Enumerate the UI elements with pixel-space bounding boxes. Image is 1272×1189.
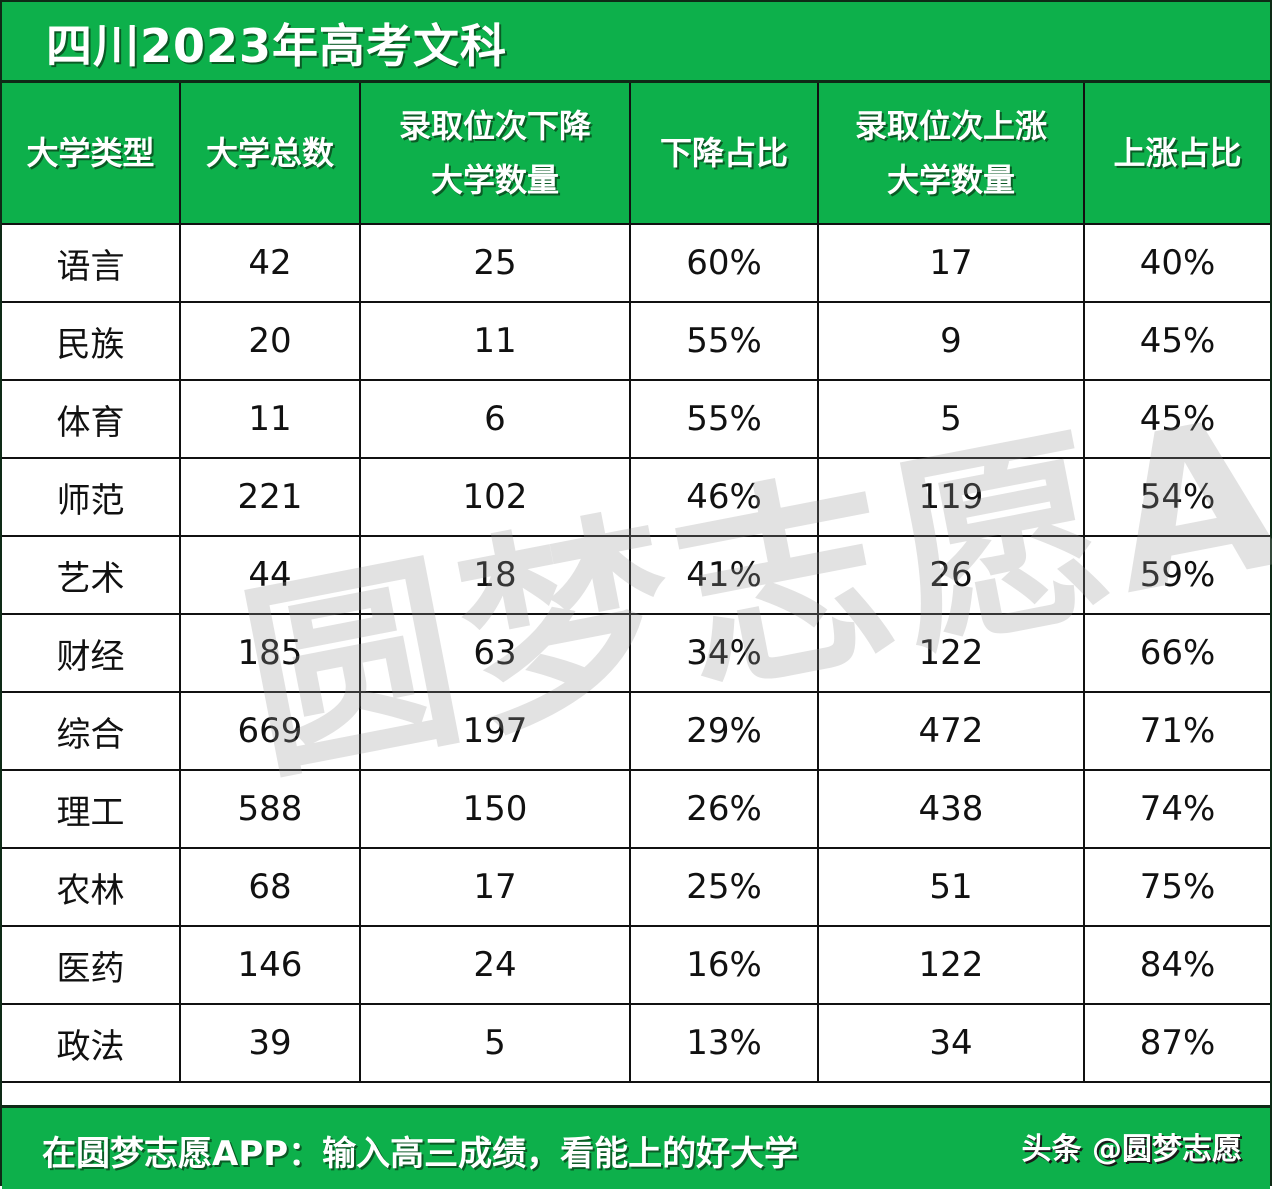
table-row: 政法 39 5 13% 34 87% (2, 1003, 1270, 1083)
cell-university-type: 理工 (2, 769, 181, 849)
cell-university-type: 语言 (2, 223, 181, 303)
header-down-ratio: 下降占比 (629, 83, 819, 225)
cell-rank-down-count: 102 (359, 457, 631, 537)
cell-rank-down-count: 5 (359, 1003, 631, 1083)
cell-total: 221 (179, 457, 361, 537)
cell-up-ratio: 84% (1083, 925, 1270, 1005)
table-row: 综合 669 197 29% 472 71% (2, 691, 1270, 771)
header-line: 大学数量 (430, 161, 559, 199)
table-header-row: 大学类型 大学总数 录取位次下降 大学数量 下降占比 录取位次上涨 大学数量 上… (2, 83, 1270, 225)
footer-promo-text: 在圆梦志愿APP：输入高三成绩，看能上的好大学 (42, 1134, 799, 1174)
cell-rank-up-count: 122 (817, 925, 1085, 1005)
cell-up-ratio: 66% (1083, 613, 1270, 693)
table-row: 农林 68 17 25% 51 75% (2, 847, 1270, 927)
table-row: 体育 11 6 55% 5 45% (2, 379, 1270, 459)
cell-rank-down-count: 63 (359, 613, 631, 693)
cell-university-type: 艺术 (2, 535, 181, 615)
cell-rank-down-count: 11 (359, 301, 631, 381)
cell-down-ratio: 26% (629, 769, 819, 849)
cell-rank-down-count: 18 (359, 535, 631, 615)
cell-rank-up-count: 34 (817, 1003, 1085, 1083)
cell-rank-up-count: 9 (817, 301, 1085, 381)
cell-total: 185 (179, 613, 361, 693)
cell-university-type: 医药 (2, 925, 181, 1005)
header-up-ratio: 上涨占比 (1083, 83, 1270, 225)
cell-down-ratio: 55% (629, 301, 819, 381)
table-row: 理工 588 150 26% 438 74% (2, 769, 1270, 849)
cell-university-type: 师范 (2, 457, 181, 537)
header-line: 大学数量 (886, 161, 1015, 199)
cell-up-ratio: 40% (1083, 223, 1270, 303)
header-line: 录取位次下降 (398, 107, 591, 145)
cell-total: 588 (179, 769, 361, 849)
cell-down-ratio: 46% (629, 457, 819, 537)
cell-down-ratio: 13% (629, 1003, 819, 1083)
header-university-type: 大学类型 (2, 83, 181, 225)
cell-rank-up-count: 122 (817, 613, 1085, 693)
cell-up-ratio: 59% (1083, 535, 1270, 615)
cell-rank-down-count: 6 (359, 379, 631, 459)
cell-rank-up-count: 51 (817, 847, 1085, 927)
cell-down-ratio: 60% (629, 223, 819, 303)
cell-total: 68 (179, 847, 361, 927)
cell-rank-down-count: 24 (359, 925, 631, 1005)
cell-rank-up-count: 472 (817, 691, 1085, 771)
cell-university-type: 体育 (2, 379, 181, 459)
cell-university-type: 民族 (2, 301, 181, 381)
cell-university-type: 政法 (2, 1003, 181, 1083)
cell-rank-up-count: 17 (817, 223, 1085, 303)
cell-up-ratio: 75% (1083, 847, 1270, 927)
header-line: 录取位次上涨 (854, 107, 1047, 145)
cell-rank-up-count: 119 (817, 457, 1085, 537)
cell-total: 44 (179, 535, 361, 615)
cell-university-type: 农林 (2, 847, 181, 927)
cell-total: 42 (179, 223, 361, 303)
cell-total: 39 (179, 1003, 361, 1083)
page-title: 四川2023年高考文科 (46, 19, 508, 73)
table-row: 语言 42 25 60% 17 40% (2, 223, 1270, 303)
cell-down-ratio: 29% (629, 691, 819, 771)
cell-rank-up-count: 438 (817, 769, 1085, 849)
cell-rank-down-count: 25 (359, 223, 631, 303)
table-row: 财经 185 63 34% 122 66% (2, 613, 1270, 693)
cell-down-ratio: 55% (629, 379, 819, 459)
cell-rank-up-count: 26 (817, 535, 1085, 615)
cell-university-type: 财经 (2, 613, 181, 693)
cell-down-ratio: 34% (629, 613, 819, 693)
cell-up-ratio: 87% (1083, 1003, 1270, 1083)
table-row: 艺术 44 18 41% 26 59% (2, 535, 1270, 615)
cell-rank-up-count: 5 (817, 379, 1085, 459)
cell-down-ratio: 25% (629, 847, 819, 927)
cell-down-ratio: 16% (629, 925, 819, 1005)
cell-up-ratio: 54% (1083, 457, 1270, 537)
cell-up-ratio: 45% (1083, 379, 1270, 459)
cell-total: 146 (179, 925, 361, 1005)
table-row: 医药 146 24 16% 122 84% (2, 925, 1270, 1005)
cell-total: 20 (179, 301, 361, 381)
cell-up-ratio: 74% (1083, 769, 1270, 849)
footer-brand: 头条 @圆梦志愿 (1021, 1132, 1242, 1167)
table-row: 民族 20 11 55% 9 45% (2, 301, 1270, 381)
table-row: 师范 221 102 46% 119 54% (2, 457, 1270, 537)
cell-rank-down-count: 17 (359, 847, 631, 927)
cell-rank-down-count: 197 (359, 691, 631, 771)
footer-bar: 在圆梦志愿APP：输入高三成绩，看能上的好大学 头条 @圆梦志愿 (2, 1105, 1270, 1189)
cell-up-ratio: 45% (1083, 301, 1270, 381)
cell-total: 11 (179, 379, 361, 459)
header-rank-down-count: 录取位次下降 大学数量 (359, 83, 631, 225)
header-rank-up-count: 录取位次上涨 大学数量 (817, 83, 1085, 225)
cell-down-ratio: 41% (629, 535, 819, 615)
cell-total: 669 (179, 691, 361, 771)
title-bar: 四川2023年高考文科 (2, 2, 1270, 83)
admission-rank-table: 大学类型 大学总数 录取位次下降 大学数量 下降占比 录取位次上涨 大学数量 上… (2, 83, 1270, 1083)
header-total: 大学总数 (179, 83, 361, 225)
cell-up-ratio: 71% (1083, 691, 1270, 771)
cell-rank-down-count: 150 (359, 769, 631, 849)
cell-university-type: 综合 (2, 691, 181, 771)
